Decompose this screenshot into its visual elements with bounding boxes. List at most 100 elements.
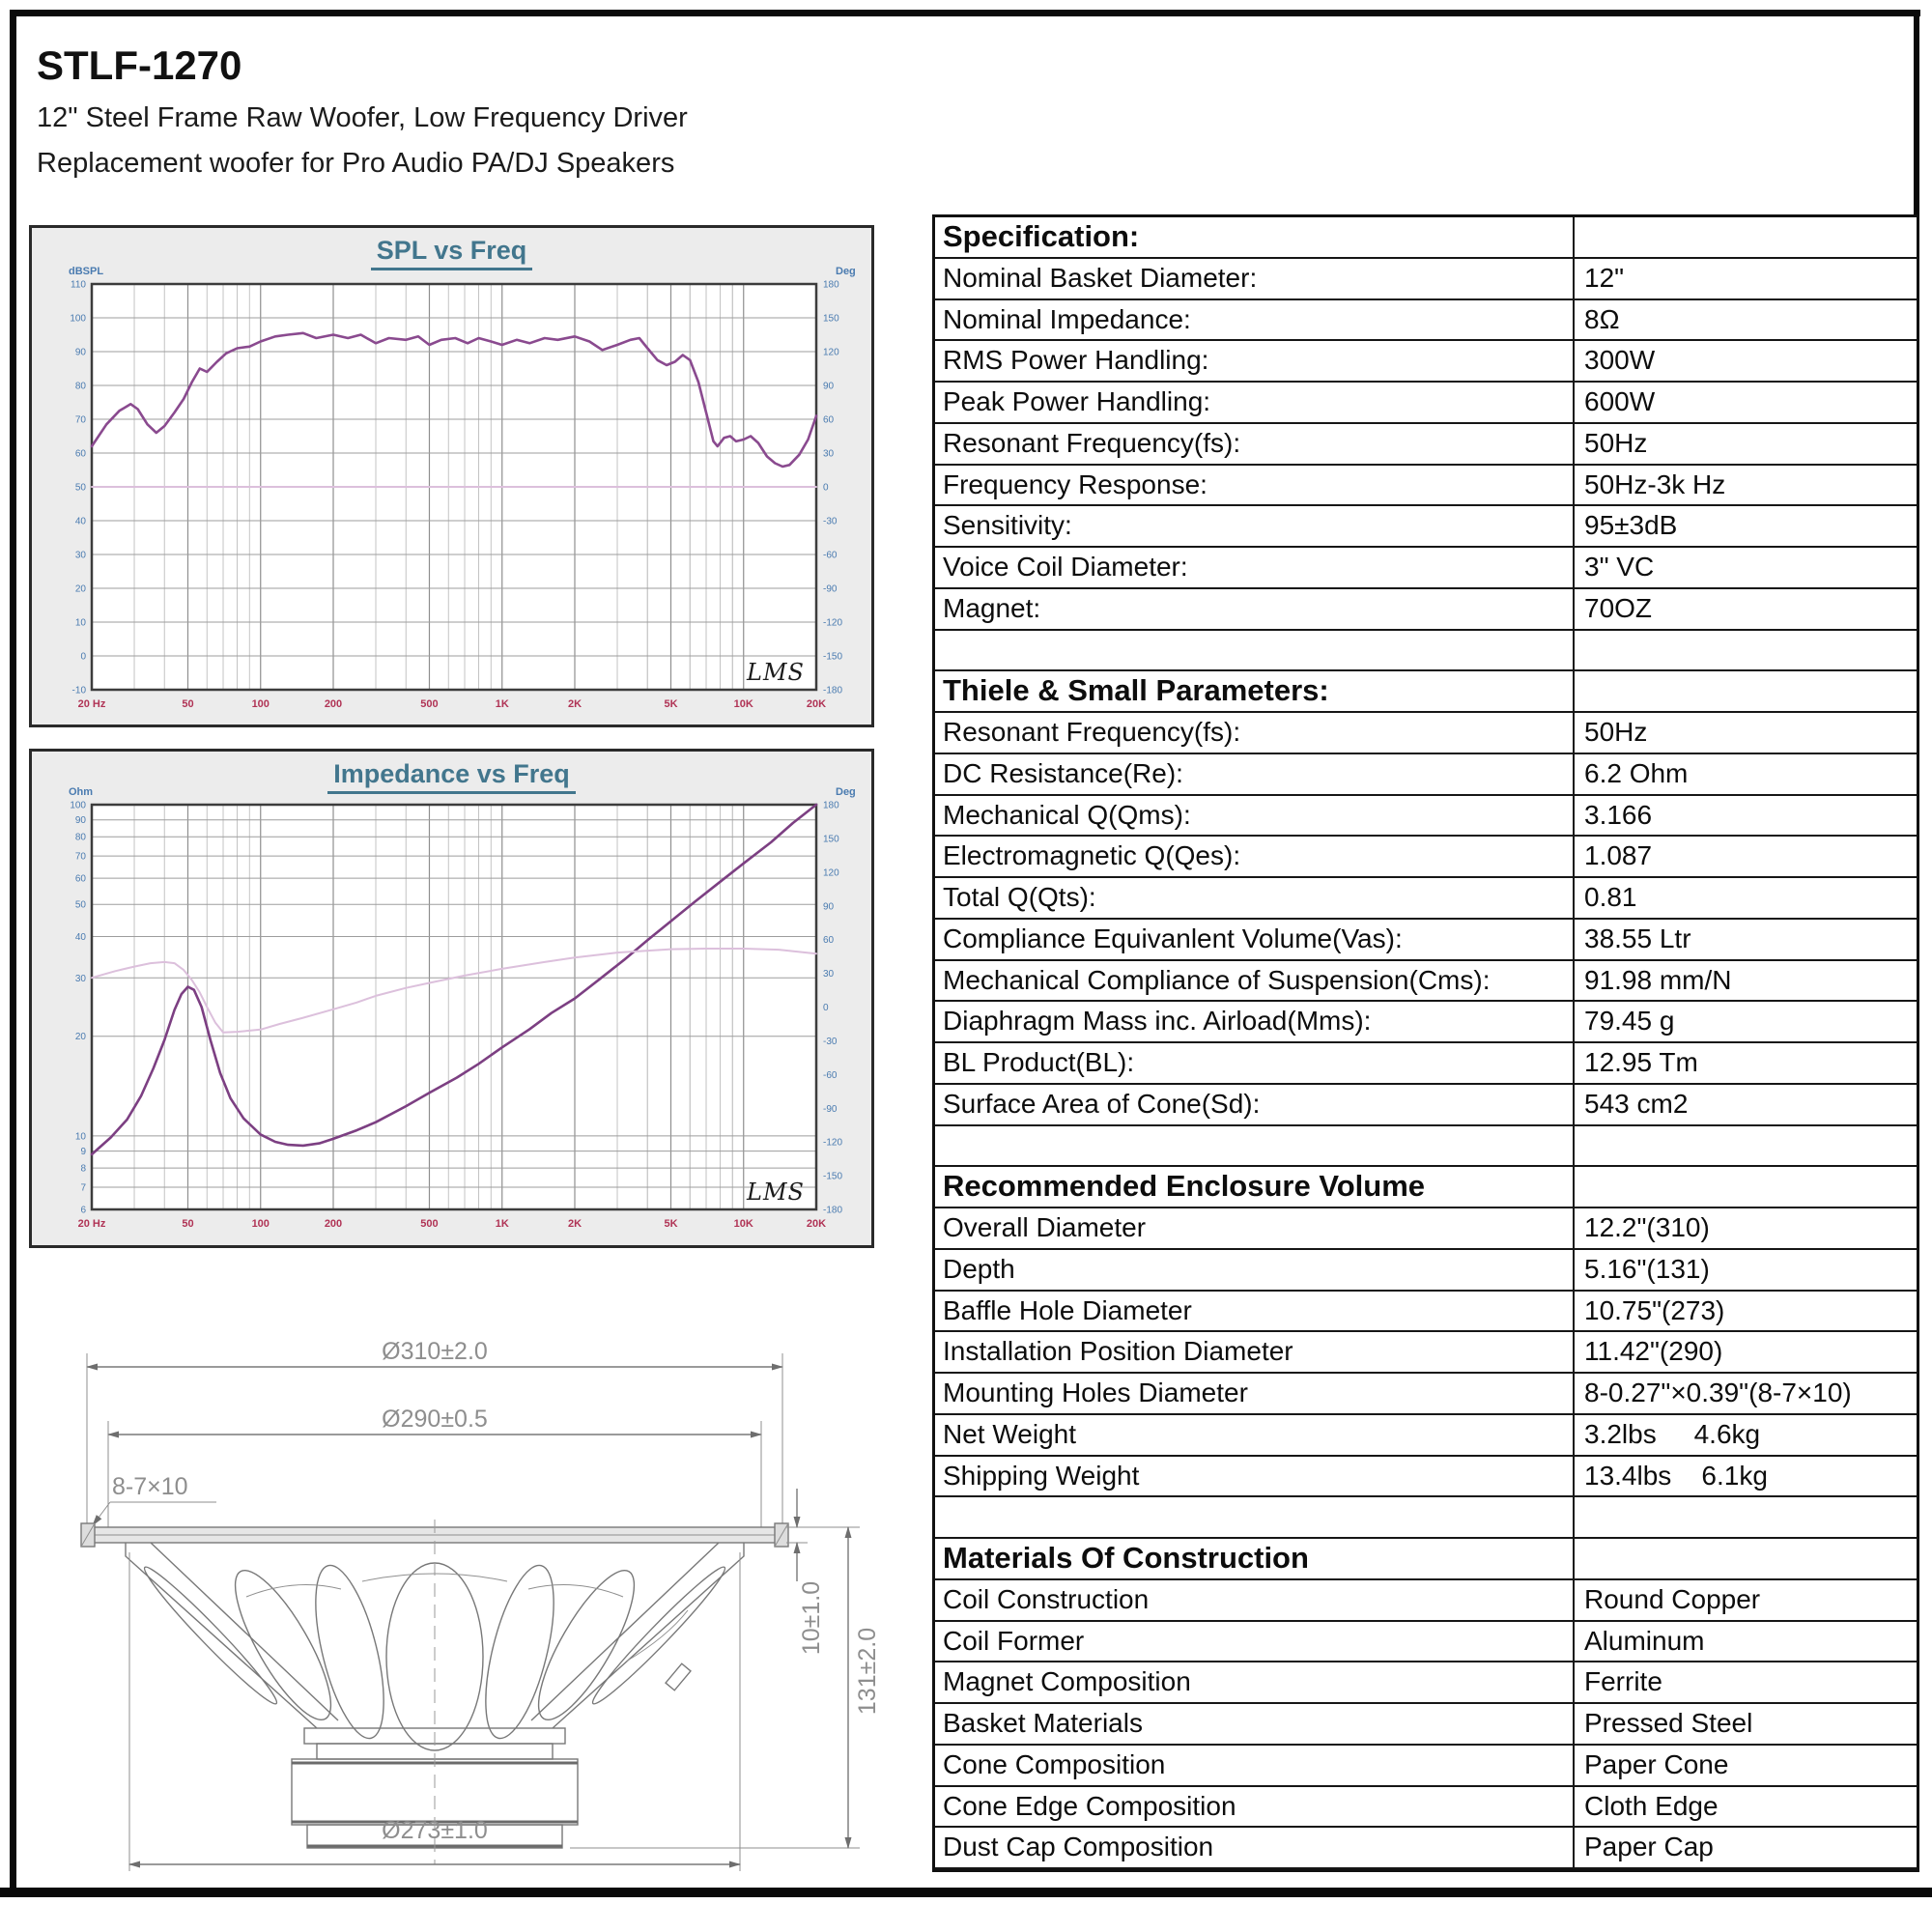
right-axis-title: Deg	[836, 786, 856, 798]
table-row-value: 11.42"(290)	[1573, 1332, 1917, 1374]
spl-chart-plot: 1101009080706050403020100-10180150120906…	[69, 266, 856, 710]
svg-text:-120: -120	[823, 618, 842, 629]
table-row-label: Mechanical Compliance of Suspension(Cms)…	[935, 961, 1573, 1003]
svg-text:90: 90	[75, 815, 87, 826]
spec-table: Specification: Nominal Basket Diameter: 12…	[932, 214, 1919, 1872]
spl-chart-title: SPL vs Freq	[32, 236, 871, 270]
svg-text:20: 20	[75, 584, 87, 595]
svg-text:0: 0	[823, 483, 829, 494]
table-row-value	[1573, 1539, 1917, 1580]
table-section-header: Recommended Enclosure Volume	[935, 1167, 1573, 1208]
left-axis-title: Ohm	[69, 786, 93, 798]
svg-text:150: 150	[823, 834, 839, 844]
svg-text:50: 50	[182, 698, 193, 710]
table-row-label: Net Weight	[935, 1415, 1573, 1457]
table-row-value	[1573, 630, 1917, 672]
svg-text:30: 30	[75, 974, 87, 984]
table-row-label: Coil Construction	[935, 1580, 1573, 1622]
svg-text:20K: 20K	[807, 1218, 826, 1230]
svg-text:500: 500	[420, 698, 438, 710]
table-row-value: 8Ω	[1573, 299, 1917, 342]
svg-text:200: 200	[325, 698, 342, 710]
right-axis-title: Deg	[836, 266, 856, 277]
table-row-label: Baffle Hole Diameter	[935, 1292, 1573, 1333]
table-row-label: Peak Power Handling:	[935, 383, 1573, 424]
svg-text:40: 40	[75, 517, 87, 527]
table-row-value: Paper Cap	[1573, 1828, 1917, 1869]
table-row-value: Aluminum	[1573, 1621, 1917, 1663]
svg-text:-60: -60	[823, 551, 838, 561]
table-row-label: Magnet Composition	[935, 1662, 1573, 1704]
svg-text:0: 0	[80, 652, 86, 663]
svg-text:8: 8	[80, 1164, 86, 1175]
subtitle-line-1: 12" Steel Frame Raw Woofer, Low Frequenc…	[37, 102, 688, 133]
table-row-label: Shipping Weight	[935, 1457, 1573, 1498]
table-row-label: Cone Composition	[935, 1746, 1573, 1787]
subtitle-line-2: Replacement woofer for Pro Audio PA/DJ S…	[37, 148, 675, 179]
table-row-value: 10.75"(273)	[1573, 1291, 1917, 1333]
svg-text:1K: 1K	[496, 1218, 509, 1230]
table-section-header: Specification:	[935, 217, 1573, 259]
svg-text:60: 60	[823, 415, 835, 426]
table-row-value: 543 cm2	[1573, 1084, 1917, 1126]
svg-text:30: 30	[823, 969, 835, 980]
table-row-label: Nominal Basket Diameter:	[935, 259, 1573, 300]
page-border-left	[10, 10, 16, 1895]
curve-impedance	[90, 803, 818, 1156]
table-row-value: 3" VC	[1573, 548, 1917, 589]
lms-logo: LMS	[746, 1179, 805, 1206]
table-row-label: Frequency Response:	[935, 466, 1573, 507]
table-row-value: 70OZ	[1573, 588, 1917, 631]
table-row-value: 13.4lbs 6.1kg	[1573, 1456, 1917, 1498]
table-row-value	[1573, 671, 1917, 713]
table-row-value: Paper Cone	[1573, 1745, 1917, 1787]
svg-text:60: 60	[823, 935, 835, 946]
page-border-top	[10, 10, 1920, 16]
table-row-value: Round Copper	[1573, 1579, 1917, 1622]
table-row-label: Resonant Frequency(fs):	[935, 424, 1573, 466]
table-row-label: Electromagnetic Q(Qes):	[935, 837, 1573, 878]
table-row-label: RMS Power Handling:	[935, 341, 1573, 383]
svg-text:-90: -90	[823, 584, 838, 595]
table-row-value: 12"	[1573, 258, 1917, 300]
table-row-value: 12.2"(310)	[1573, 1208, 1917, 1250]
svg-text:60: 60	[75, 449, 87, 460]
table-row-value	[1573, 1167, 1917, 1208]
table-row-label: Sensitivity:	[935, 506, 1573, 548]
table-row-label: Resonant Frequency(fs):	[935, 713, 1573, 754]
impedance-vs-freq-chart: Impedance vs Freq 100 90 80 70 60 50 40 30 20 10 9…	[29, 749, 874, 1248]
svg-text:-120: -120	[823, 1138, 842, 1149]
svg-text:60: 60	[75, 874, 87, 885]
table-row-value: 1.087	[1573, 837, 1917, 878]
svg-text:90: 90	[75, 348, 87, 358]
svg-text:70: 70	[75, 415, 87, 426]
table-row-value: 12.95 Tm	[1573, 1043, 1917, 1085]
svg-text:20K: 20K	[807, 698, 826, 710]
table-row-label: Dust Cap Composition	[935, 1828, 1573, 1869]
svg-text:180: 180	[823, 280, 839, 291]
svg-text:100: 100	[252, 698, 270, 710]
table-row-value: Cloth Edge	[1573, 1786, 1917, 1829]
header-block: STLF-1270 12" Steel Frame Raw Woofer, Lo…	[37, 43, 906, 180]
page-title: STLF-1270	[37, 43, 242, 88]
svg-text:90: 90	[823, 901, 835, 912]
table-row-value: 50Hz	[1573, 423, 1917, 466]
table-row-value	[1573, 217, 1917, 259]
svg-text:2K: 2K	[568, 698, 582, 710]
table-row-label: BL Product(BL):	[935, 1043, 1573, 1085]
dim-overall-diameter-label: Ø310±2.0	[382, 1338, 488, 1365]
svg-text:20: 20	[75, 1032, 87, 1042]
table-row-label: Depth	[935, 1250, 1573, 1292]
table-row-value: 38.55 Ltr	[1573, 919, 1917, 961]
table-row-value: 600W	[1573, 383, 1917, 424]
spl-vs-freq-chart: SPL vs Freq 110 100 90 80 70 60 50 40 30 20 10 0 -10…	[29, 225, 874, 727]
table-row-label	[935, 631, 1573, 672]
table-row-label: Cone Edge Composition	[935, 1787, 1573, 1829]
svg-text:20 Hz: 20 Hz	[78, 698, 106, 710]
woofer-cross-section: Ø310±2.0 Ø290±0.5 8-7×10	[80, 1338, 881, 1871]
svg-text:80: 80	[75, 382, 87, 392]
dim-baffle-hole-label: Ø273±1.0	[382, 1817, 488, 1844]
svg-text:-60: -60	[823, 1070, 838, 1081]
impedance-chart-title: Impedance vs Freq	[32, 759, 871, 794]
